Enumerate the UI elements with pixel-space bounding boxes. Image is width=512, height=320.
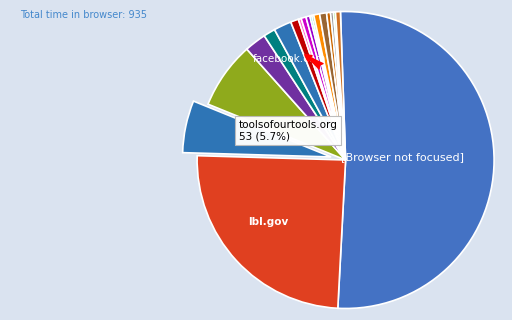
Wedge shape bbox=[183, 101, 331, 157]
Wedge shape bbox=[306, 16, 346, 160]
Wedge shape bbox=[312, 15, 346, 160]
Wedge shape bbox=[314, 14, 346, 160]
Wedge shape bbox=[298, 18, 346, 160]
Wedge shape bbox=[291, 19, 346, 160]
Text: toolsofourtools.org
53 (5.7%): toolsofourtools.org 53 (5.7%) bbox=[239, 119, 337, 141]
Text: facebook.com: facebook.com bbox=[252, 54, 326, 64]
Wedge shape bbox=[301, 17, 346, 160]
Wedge shape bbox=[247, 36, 346, 160]
Wedge shape bbox=[333, 12, 346, 160]
Wedge shape bbox=[335, 12, 346, 160]
Wedge shape bbox=[208, 49, 346, 160]
Wedge shape bbox=[338, 12, 494, 308]
Wedge shape bbox=[330, 12, 346, 160]
Wedge shape bbox=[310, 15, 346, 160]
Text: [Browser not focused]: [Browser not focused] bbox=[340, 152, 463, 162]
Wedge shape bbox=[319, 13, 346, 160]
Text: lbl.gov: lbl.gov bbox=[248, 217, 289, 228]
Wedge shape bbox=[264, 30, 346, 160]
Wedge shape bbox=[327, 12, 346, 160]
Wedge shape bbox=[274, 22, 346, 160]
Text: Total time in browser: 935: Total time in browser: 935 bbox=[20, 10, 147, 20]
Wedge shape bbox=[197, 156, 346, 308]
